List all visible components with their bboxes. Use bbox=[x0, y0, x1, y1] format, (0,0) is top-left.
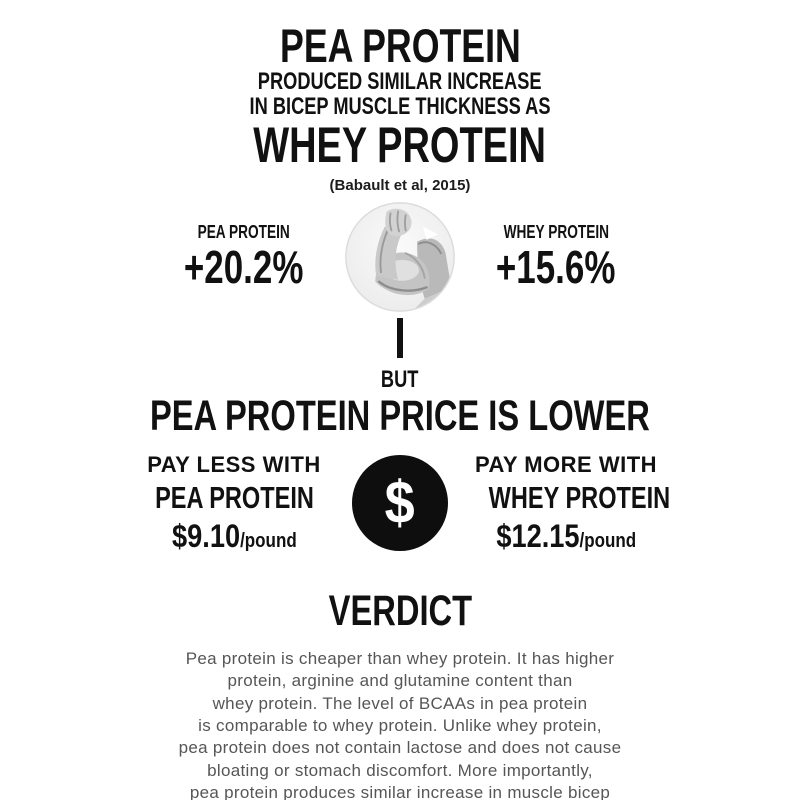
pea-pay-line: PAY LESS WITH bbox=[147, 452, 321, 478]
whey-result-label: WHEY PROTEIN bbox=[503, 221, 609, 242]
pea-result-value: +20.2% bbox=[184, 240, 304, 293]
verdict-line: is comparable to whey protein. Unlike wh… bbox=[198, 716, 602, 736]
but-label: BUT bbox=[381, 365, 419, 393]
whey-price-protein-label: WHEY PROTEIN bbox=[488, 479, 671, 515]
flexed-bicep-icon bbox=[343, 200, 457, 314]
title-whey-protein: WHEY PROTEIN bbox=[0, 120, 800, 170]
subtitle-line1-text: PRODUCED SIMILAR INCREASE bbox=[258, 68, 542, 95]
whey-price-value: $12.15/pound bbox=[496, 517, 636, 554]
verdict-line: pea protein does not contain lactose and… bbox=[178, 738, 622, 758]
verdict-line: Pea protein is cheaper than whey protein… bbox=[185, 648, 615, 668]
pea-price-column: PAY LESS WITH PEA PROTEIN $9.10/pound bbox=[128, 451, 340, 556]
pea-price-value: $9.10/pound bbox=[171, 517, 297, 554]
whey-result-column: WHEY PROTEIN +15.6% bbox=[467, 221, 645, 293]
title-pea-protein-text: PEA PROTEIN bbox=[279, 19, 521, 72]
verdict-title: VERDICT bbox=[328, 586, 472, 635]
price-headline: PEA PROTEIN PRICE IS LOWER bbox=[150, 391, 650, 440]
title-whey-protein-text: WHEY PROTEIN bbox=[253, 116, 547, 173]
verdict-line: protein, arginine and glutamine content … bbox=[227, 671, 573, 691]
whey-price-column: PAY MORE WITH WHEY PROTEIN $12.15/pound bbox=[460, 451, 672, 556]
whey-pay-line: PAY MORE WITH bbox=[474, 452, 658, 478]
title-pea-protein: PEA PROTEIN bbox=[0, 22, 800, 69]
verdict-line: bloating or stomach discomfort. More imp… bbox=[207, 760, 593, 780]
citation: (Babault et al, 2015) bbox=[329, 176, 471, 194]
verdict-line: whey protein. The level of BCAAs in pea … bbox=[212, 693, 588, 713]
dollar-sign-icon: $ bbox=[352, 455, 448, 552]
pea-result-label: PEA PROTEIN bbox=[197, 221, 291, 242]
price-comparison-row: PAY LESS WITH PEA PROTEIN $9.10/pound $ … bbox=[0, 451, 800, 556]
pea-price-protein-label: PEA PROTEIN bbox=[154, 479, 314, 515]
subtitle-line2-text: IN BICEP MUSCLE THICKNESS AS bbox=[249, 93, 551, 121]
subtitle-line1: PRODUCED SIMILAR INCREASE bbox=[0, 68, 800, 95]
whey-result-value: +15.6% bbox=[496, 240, 616, 293]
verdict-paragraph: Pea protein is cheaper than whey protein… bbox=[0, 648, 800, 800]
verdict-line: pea protein produces similar increase in… bbox=[189, 783, 611, 800]
subtitle-line2: IN BICEP MUSCLE THICKNESS AS bbox=[0, 93, 800, 121]
connector-line bbox=[397, 317, 403, 358]
muscle-comparison-row: PEA PROTEIN +20.2% bbox=[0, 200, 800, 314]
pea-result-column: PEA PROTEIN +20.2% bbox=[155, 221, 333, 293]
